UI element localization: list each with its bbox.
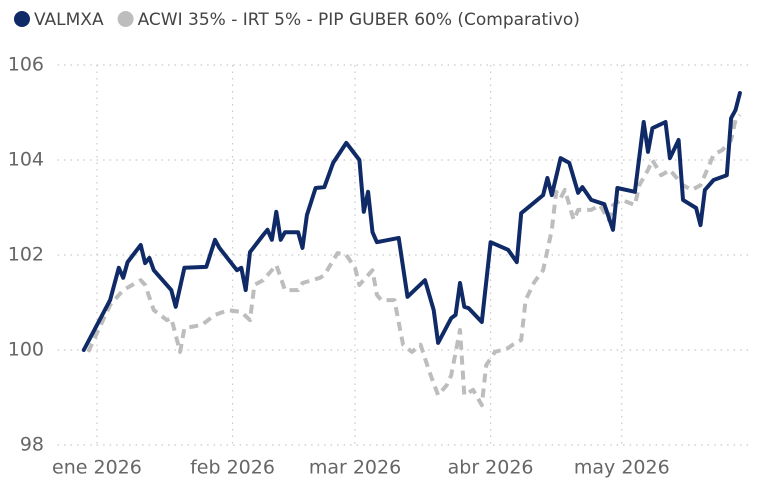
x-tick-label: may 2026 xyxy=(574,457,670,479)
series-line xyxy=(86,113,742,408)
y-tick-label: 100 xyxy=(8,339,44,361)
y-tick-label: 106 xyxy=(8,54,44,76)
legend-marker xyxy=(117,11,134,27)
legend-marker xyxy=(14,11,30,27)
y-tick-label: 98 xyxy=(20,434,44,456)
y-tick-label: 102 xyxy=(8,244,44,266)
x-tick-label: abr 2026 xyxy=(448,457,534,479)
x-tick-label: ene 2026 xyxy=(52,457,142,479)
series-line xyxy=(81,91,742,352)
y-tick-label: 104 xyxy=(8,149,44,171)
x-tick-label: mar 2026 xyxy=(309,457,401,479)
legend-label: VALMXA xyxy=(34,10,104,30)
legend-label: ACWI 35% - IRT 5% - PIP GUBER 60% (Compa… xyxy=(138,10,580,30)
x-tick-label: feb 2026 xyxy=(190,457,275,479)
